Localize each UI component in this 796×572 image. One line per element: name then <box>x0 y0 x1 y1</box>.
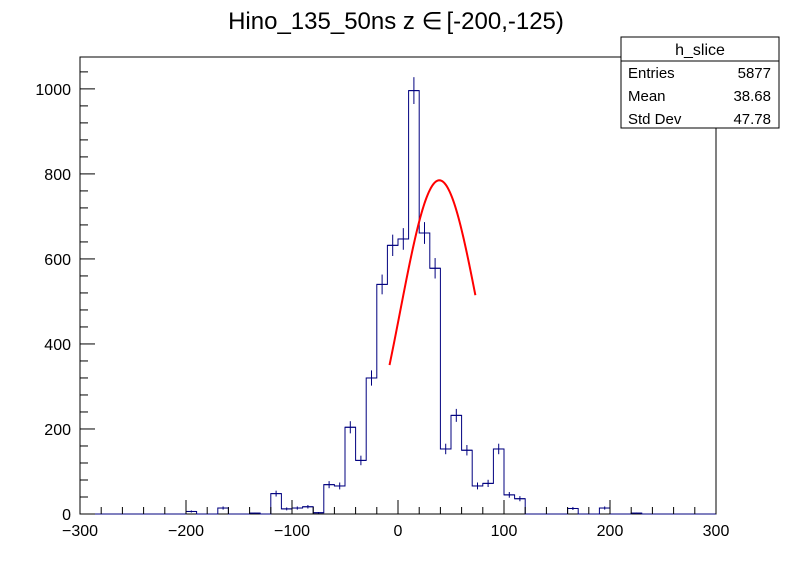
axis-layer: −300 −200 −100 0 100 200 300 0 200 400 600 800 1000 <box>35 71 730 540</box>
x-tick-label: 100 <box>491 523 518 540</box>
x-tick-label: 0 <box>394 523 403 540</box>
stats-box: h_slice Entries 5877 Mean 38.68 Std Dev … <box>620 36 780 129</box>
x-tick-label: −100 <box>274 523 310 540</box>
chart-title-range: [-200,-125) <box>446 8 563 35</box>
stats-entries-value: 5877 <box>738 65 771 82</box>
x-tick-label: 300 <box>703 523 730 540</box>
chart-title-symbol: ∈ <box>422 8 443 35</box>
fit-curve-layer <box>388 179 477 366</box>
y-tick-label: 600 <box>44 252 71 269</box>
stats-box-frame <box>620 36 780 129</box>
histogram-layer <box>80 90 716 515</box>
stats-title: h_slice <box>675 42 725 59</box>
y-tick-label: 400 <box>44 337 71 354</box>
y-tick-label: 1000 <box>35 82 71 99</box>
x-tick-label: 200 <box>597 523 624 540</box>
x-tick-label: −300 <box>62 523 98 540</box>
stats-stddev-value: 47.78 <box>733 111 771 128</box>
gaussian-fit-curve <box>388 179 477 366</box>
chart-title-main: Hino_135_50ns z <box>228 8 421 35</box>
chart-title: Hino_135_50ns z ∈ [-200,-125) <box>228 8 564 35</box>
y-tick-label: 800 <box>44 167 71 184</box>
stats-mean-label: Mean <box>628 88 666 105</box>
y-tick-label: 0 <box>62 507 71 524</box>
stats-stddev-label: Std Dev <box>628 111 682 128</box>
x-tick-label: −200 <box>168 523 204 540</box>
histogram-outline <box>80 90 716 515</box>
stats-entries-label: Entries <box>628 65 675 82</box>
error-bar-layer <box>190 77 637 514</box>
y-tick-label: 200 <box>44 422 71 439</box>
stats-mean-value: 38.68 <box>733 88 771 105</box>
